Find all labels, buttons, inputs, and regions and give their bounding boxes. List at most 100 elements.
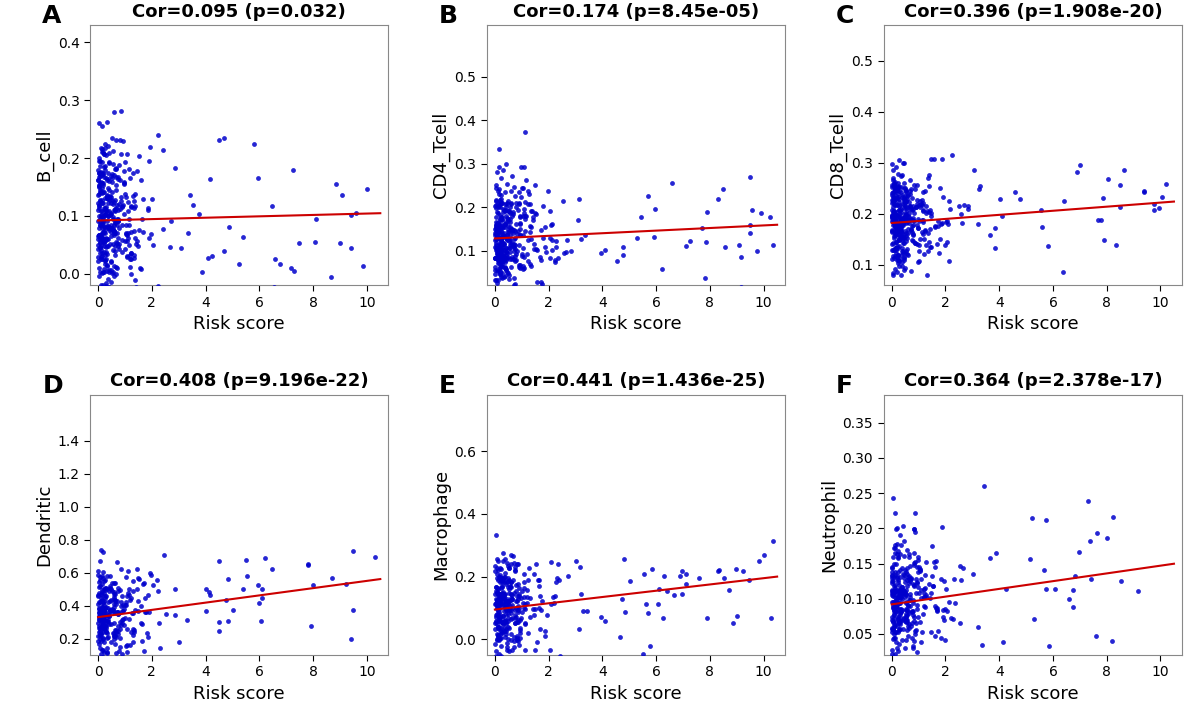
Point [899,622,918,634]
Y-axis label: B_cell: B_cell [35,129,54,182]
Point [104,617,124,629]
Point [1063,585,1082,596]
Point [922,540,941,551]
Point [493,587,512,598]
Point [943,150,962,161]
Point [907,576,926,587]
Point [251,615,270,627]
Point [607,255,626,266]
Point [883,552,902,563]
Point [889,211,908,222]
Point [488,587,508,599]
Point [886,208,905,219]
Point [119,239,138,251]
Point [122,607,142,619]
Point [888,538,907,549]
Point [526,644,545,656]
Point [487,288,506,299]
Point [904,579,923,590]
Point [108,227,127,239]
Point [895,182,914,194]
Point [884,603,904,614]
Point [125,200,144,211]
Point [102,603,121,614]
Point [493,231,512,242]
Point [102,276,121,288]
Point [504,632,523,643]
Point [498,582,517,593]
Point [127,236,146,247]
Point [504,181,523,192]
Point [883,617,902,628]
Point [493,256,512,267]
Point [883,597,902,608]
Point [908,239,928,251]
Point [107,172,126,183]
Point [92,585,112,596]
Point [120,261,139,273]
Point [496,256,515,268]
Point [245,139,264,150]
Point [890,664,910,676]
Point [89,204,108,216]
Point [487,217,506,229]
Point [901,200,920,211]
Point [888,199,907,210]
Point [950,617,970,629]
Point [107,164,126,175]
Point [499,562,518,574]
Point [896,227,916,239]
Point [500,253,520,265]
Point [516,197,535,208]
Point [901,224,920,236]
Point [882,197,901,209]
Point [500,580,520,592]
Point [97,232,116,244]
Point [487,220,506,231]
Point [90,610,109,622]
Point [493,555,512,567]
Point [124,576,143,587]
Point [892,219,911,231]
Point [488,629,508,640]
Point [490,219,509,230]
Point [494,572,514,583]
Point [94,202,113,214]
Point [889,181,908,192]
Point [916,225,935,236]
Point [500,601,520,612]
Point [910,562,929,573]
Point [97,223,116,234]
Point [504,273,523,284]
Point [488,185,508,197]
Point [94,266,113,278]
Point [514,568,533,580]
Point [299,557,318,569]
Point [510,211,529,223]
Point [900,214,919,226]
Point [896,231,916,242]
Point [514,211,533,222]
Point [883,596,902,607]
Point [904,580,923,591]
Point [535,626,554,637]
Point [1024,613,1043,624]
Point [487,634,506,646]
Point [884,192,904,203]
Point [92,197,112,209]
Point [913,216,932,228]
Point [892,227,911,239]
Point [95,614,114,626]
Point [89,117,108,128]
Point [896,597,916,608]
Point [884,177,904,189]
Point [114,165,133,177]
Point [491,268,510,280]
Point [94,236,113,248]
Point [1037,514,1056,525]
Point [130,150,149,162]
Point [1066,570,1085,581]
Point [882,566,901,577]
Point [487,529,506,540]
Point [888,180,907,192]
